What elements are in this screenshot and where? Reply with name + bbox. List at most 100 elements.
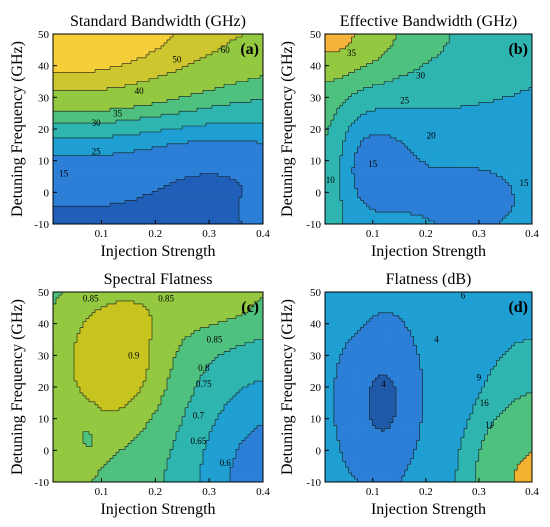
- contour-cell: [92, 111, 95, 114]
- contour-cell: [236, 159, 239, 162]
- contour-cell: [245, 76, 248, 79]
- contour-cell: [170, 150, 173, 153]
- contour-cell: [62, 79, 65, 82]
- contour-cell: [86, 212, 89, 215]
- contour-cell: [224, 114, 227, 117]
- contour-cell: [59, 67, 62, 70]
- contour-cell: [89, 159, 92, 162]
- contour-cell: [77, 200, 80, 203]
- contour-cell: [149, 82, 152, 85]
- contour-cell: [116, 147, 119, 150]
- contour-cell: [53, 218, 56, 221]
- contour-cell: [384, 37, 387, 40]
- contour-cell: [182, 215, 185, 218]
- contour-cell: [194, 209, 197, 212]
- contour-cell: [248, 117, 251, 120]
- contour-cell: [182, 76, 185, 79]
- contour-cell: [56, 43, 59, 46]
- contour-cell: [71, 99, 74, 102]
- contour-cell: [80, 43, 83, 46]
- contour-cell: [203, 182, 206, 185]
- contour-cell: [110, 49, 113, 52]
- contour-cell: [80, 61, 83, 64]
- contour-cell: [104, 58, 107, 61]
- contour-cell: [158, 171, 161, 174]
- contour-cell: [71, 34, 74, 37]
- contour-cell: [95, 212, 98, 215]
- contour-cell: [62, 67, 65, 70]
- contour-cell: [122, 90, 125, 93]
- contour-cell: [215, 93, 218, 96]
- contour-cell: [185, 156, 188, 159]
- contour-cell: [143, 206, 146, 209]
- contour-cell: [482, 43, 485, 46]
- contour-cell: [215, 144, 218, 147]
- contour-cell: [179, 70, 182, 73]
- contour-cell: [167, 209, 170, 212]
- contour-cell: [92, 129, 95, 132]
- contour-cell: [230, 171, 233, 174]
- contour-cell: [128, 135, 131, 138]
- contour-cell: [209, 99, 212, 102]
- contour-cell: [245, 96, 248, 99]
- contour-cell: [116, 185, 119, 188]
- contour-cell: [59, 102, 62, 105]
- contour-cell: [158, 90, 161, 93]
- contour-cell: [77, 171, 80, 174]
- contour-cell: [431, 43, 434, 46]
- contour-cell: [137, 200, 140, 203]
- contour-cell: [197, 179, 200, 182]
- contour-cell: [86, 171, 89, 174]
- contour-cell: [251, 34, 254, 37]
- contour-cell: [95, 70, 98, 73]
- contour-cell: [119, 123, 122, 126]
- contour-cell: [331, 37, 334, 40]
- contour-cell: [239, 126, 242, 129]
- contour-cell: [98, 185, 101, 188]
- contour-cell: [125, 171, 128, 174]
- contour-cell: [173, 194, 176, 197]
- contour-cell: [185, 120, 188, 123]
- contour-cell: [152, 197, 155, 200]
- contour-cell: [62, 96, 65, 99]
- contour-cell: [74, 197, 77, 200]
- contour-cell: [185, 194, 188, 197]
- contour-cell: [233, 64, 236, 67]
- contour-cell: [128, 153, 131, 156]
- contour-cell: [59, 111, 62, 114]
- contour-cell: [251, 174, 254, 177]
- contour-cell: [251, 153, 254, 156]
- contour-cell: [363, 43, 366, 46]
- contour-cell: [71, 90, 74, 93]
- contour-cell: [242, 200, 245, 203]
- contour-cell: [146, 93, 149, 96]
- contour-cell: [158, 200, 161, 203]
- contour-cell: [161, 150, 164, 153]
- contour-cell: [230, 76, 233, 79]
- contour-cell: [167, 200, 170, 203]
- y-tick-label: 10: [38, 156, 50, 168]
- contour-cell: [194, 99, 197, 102]
- contour-cell: [77, 105, 80, 108]
- contour-cell: [110, 194, 113, 197]
- contour-cell: [158, 117, 161, 120]
- contour-cell: [68, 90, 71, 93]
- contour-cell: [185, 132, 188, 135]
- contour-cell: [101, 43, 104, 46]
- contour-cell: [426, 46, 429, 49]
- contour-cell: [251, 191, 254, 194]
- contour-cell: [185, 126, 188, 129]
- contour-cell: [149, 132, 152, 135]
- contour-cell: [71, 168, 74, 171]
- contour-cell: [358, 40, 361, 43]
- contour-cell: [137, 168, 140, 171]
- contour-cell: [122, 162, 125, 165]
- contour-cell: [248, 206, 251, 209]
- contour-cell: [248, 156, 251, 159]
- contour-cell: [173, 84, 176, 87]
- contour-cell: [449, 34, 452, 37]
- contour-cell: [369, 34, 372, 37]
- contour-cell: [62, 162, 65, 165]
- contour-cell: [218, 99, 221, 102]
- contour-cell: [245, 108, 248, 111]
